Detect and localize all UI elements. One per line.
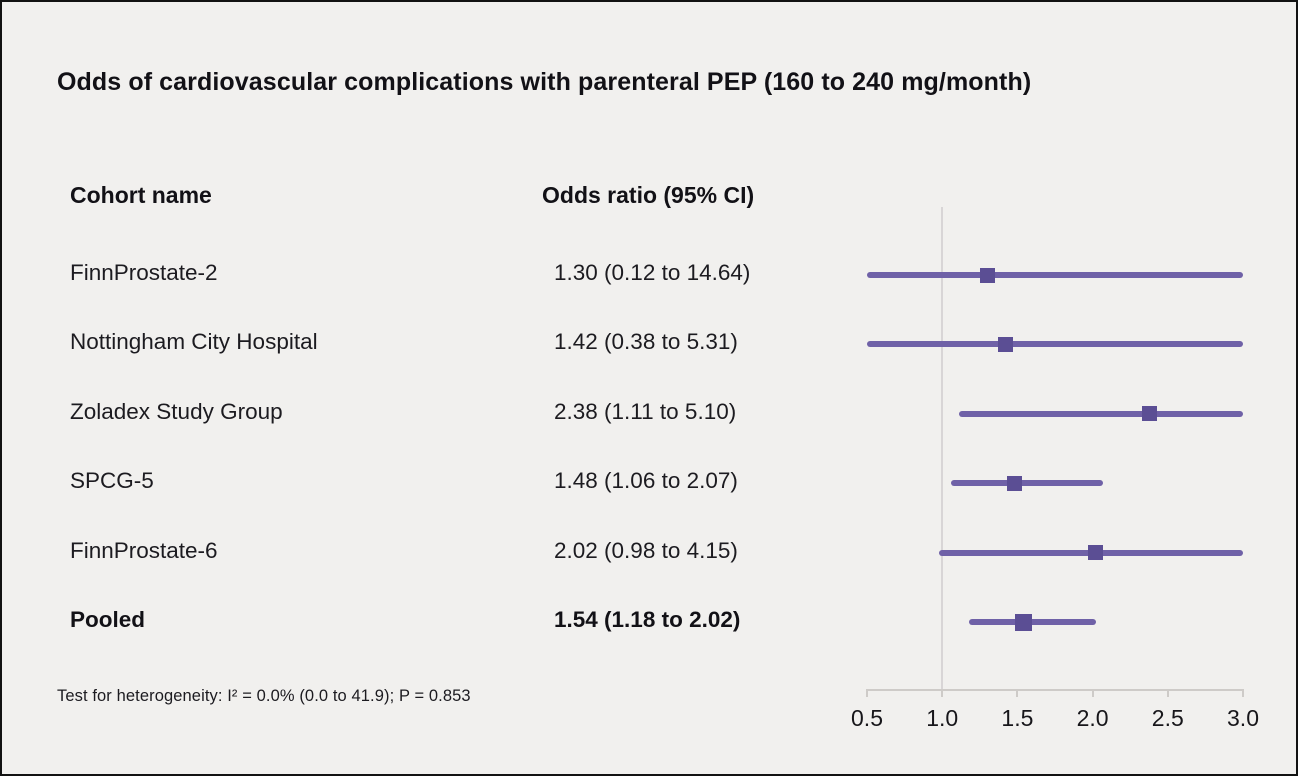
reference-line-or-1 bbox=[941, 207, 944, 689]
x-axis-tick-mark bbox=[1166, 689, 1169, 697]
x-axis-tick-mark bbox=[1242, 689, 1244, 697]
study-name: Nottingham City Hospital bbox=[70, 329, 318, 355]
study-name: FinnProstate-6 bbox=[70, 537, 218, 563]
column-header-odds-ratio: Odds ratio (95% CI) bbox=[542, 182, 755, 208]
study-estimate-label: 1.54 (1.18 to 2.02) bbox=[554, 607, 741, 632]
study-estimate-label: 2.38 (1.11 to 5.10) bbox=[554, 398, 737, 424]
study-name: Zoladex Study Group bbox=[70, 398, 283, 424]
odds-ratio-marker bbox=[997, 336, 1013, 352]
odds-ratio-marker bbox=[1088, 545, 1104, 561]
odds-ratio-marker bbox=[1142, 406, 1158, 422]
x-axis-tick-label: 0.5 bbox=[851, 705, 883, 731]
confidence-interval-line bbox=[951, 480, 1104, 487]
confidence-interval-line bbox=[958, 410, 1243, 417]
heterogeneity-footnote: Test for heterogeneity: I² = 0.0% (0.0 t… bbox=[57, 687, 471, 705]
column-header-cohort-name: Cohort name bbox=[70, 182, 212, 208]
study-estimate-label: 2.02 (0.98 to 4.15) bbox=[554, 537, 738, 563]
odds-ratio-marker bbox=[1014, 613, 1032, 631]
x-axis-tick-mark bbox=[866, 689, 868, 697]
confidence-interval-line bbox=[867, 341, 1243, 348]
odds-ratio-marker bbox=[1006, 475, 1022, 491]
figure-title: Odds of cardiovascular complications wit… bbox=[57, 68, 1032, 96]
study-name: Pooled bbox=[70, 607, 146, 632]
x-axis-tick-mark bbox=[941, 689, 944, 697]
x-axis-tick-label: 3.0 bbox=[1227, 705, 1259, 731]
confidence-interval-line bbox=[867, 272, 1243, 278]
study-name: FinnProstate-2 bbox=[70, 260, 218, 285]
confidence-interval-line bbox=[969, 619, 1096, 625]
odds-ratio-marker bbox=[979, 267, 995, 283]
x-axis-tick-mark bbox=[1016, 689, 1019, 697]
x-axis-tick-label: 1.0 bbox=[926, 705, 959, 731]
x-axis-tick-label: 1.5 bbox=[1001, 705, 1034, 731]
x-axis-line bbox=[867, 689, 1243, 691]
study-estimate-label: 1.42 (0.38 to 5.31) bbox=[554, 329, 738, 355]
study-name: SPCG-5 bbox=[70, 468, 154, 494]
study-estimate-label: 1.48 (1.06 to 2.07) bbox=[554, 468, 738, 494]
x-axis-tick-label: 2.5 bbox=[1151, 705, 1184, 731]
x-axis-tick-mark bbox=[1091, 689, 1094, 697]
x-axis-tick-label: 2.0 bbox=[1076, 705, 1109, 731]
study-estimate-label: 1.30 (0.12 to 14.64) bbox=[554, 260, 751, 285]
